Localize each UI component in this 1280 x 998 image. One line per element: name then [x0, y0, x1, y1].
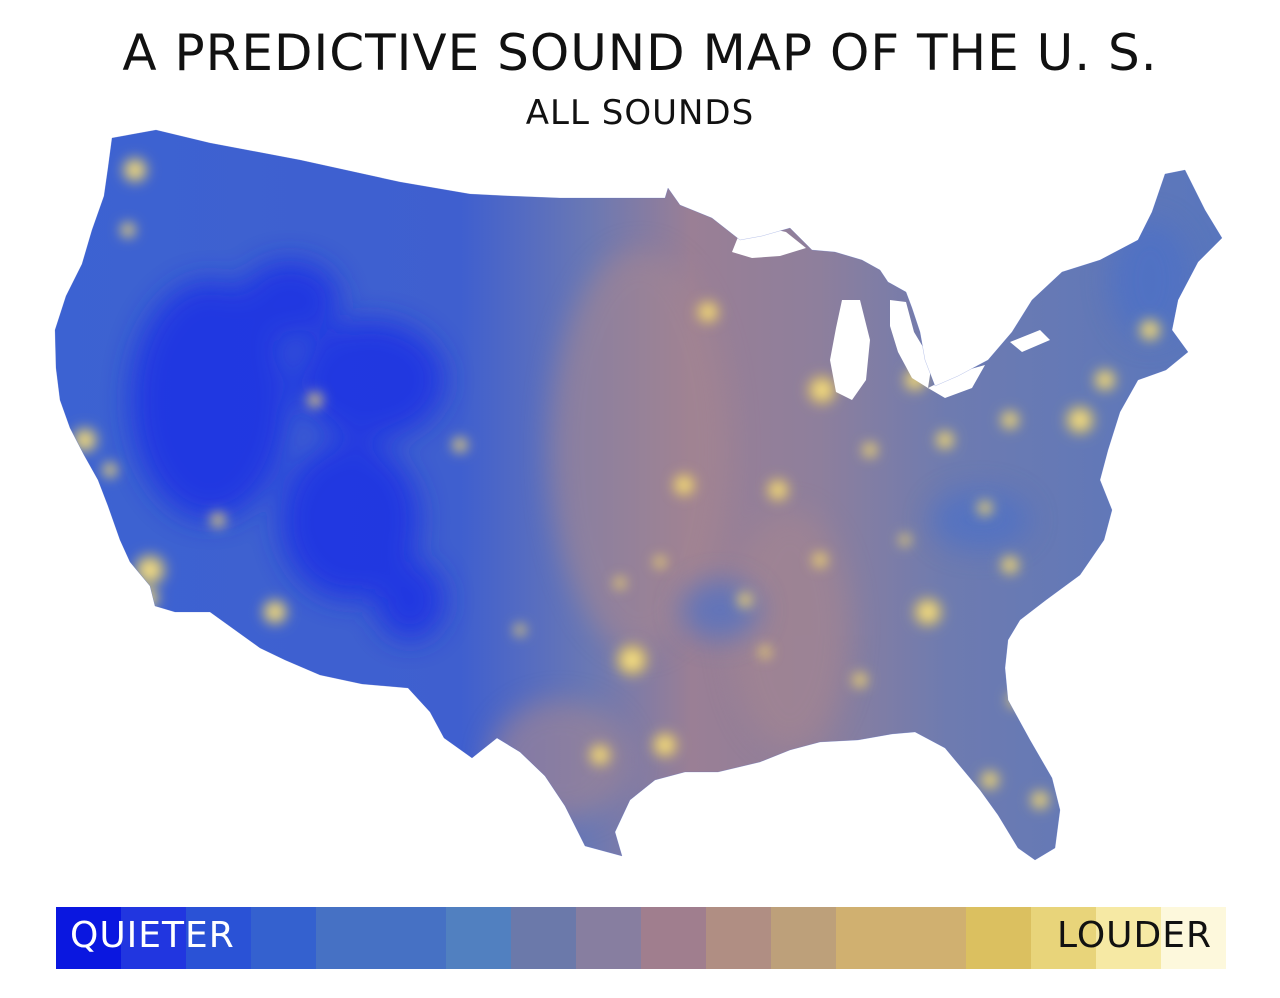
great-lakes [732, 226, 1050, 400]
legend-swatch [446, 907, 511, 969]
legend-swatch [1096, 907, 1161, 969]
legend-swatch [706, 907, 771, 969]
map-subtitle: ALL SOUNDS [525, 93, 755, 133]
legend-swatch [56, 907, 121, 969]
legend-swatch [1161, 907, 1226, 969]
legend-swatch [186, 907, 251, 969]
legend-swatch [251, 907, 316, 969]
us-sound-map [54, 129, 1223, 861]
legend-swatch [901, 907, 966, 969]
legend-quieter-label: QUIETER [70, 915, 235, 956]
legend-louder-label: LOUDER [1057, 915, 1212, 956]
legend-swatch [381, 907, 446, 969]
map-title: A PREDICTIVE SOUND MAP OF THE U. S. [122, 24, 1158, 82]
legend-swatch [641, 907, 706, 969]
legend-swatch [511, 907, 576, 969]
legend-swatch [966, 907, 1031, 969]
loudness-legend [56, 907, 1226, 969]
legend-swatch [316, 907, 381, 969]
legend-swatch [771, 907, 836, 969]
legend-swatch [576, 907, 641, 969]
legend-swatch [121, 907, 186, 969]
legend-swatch [836, 907, 901, 969]
legend-swatch [1031, 907, 1096, 969]
